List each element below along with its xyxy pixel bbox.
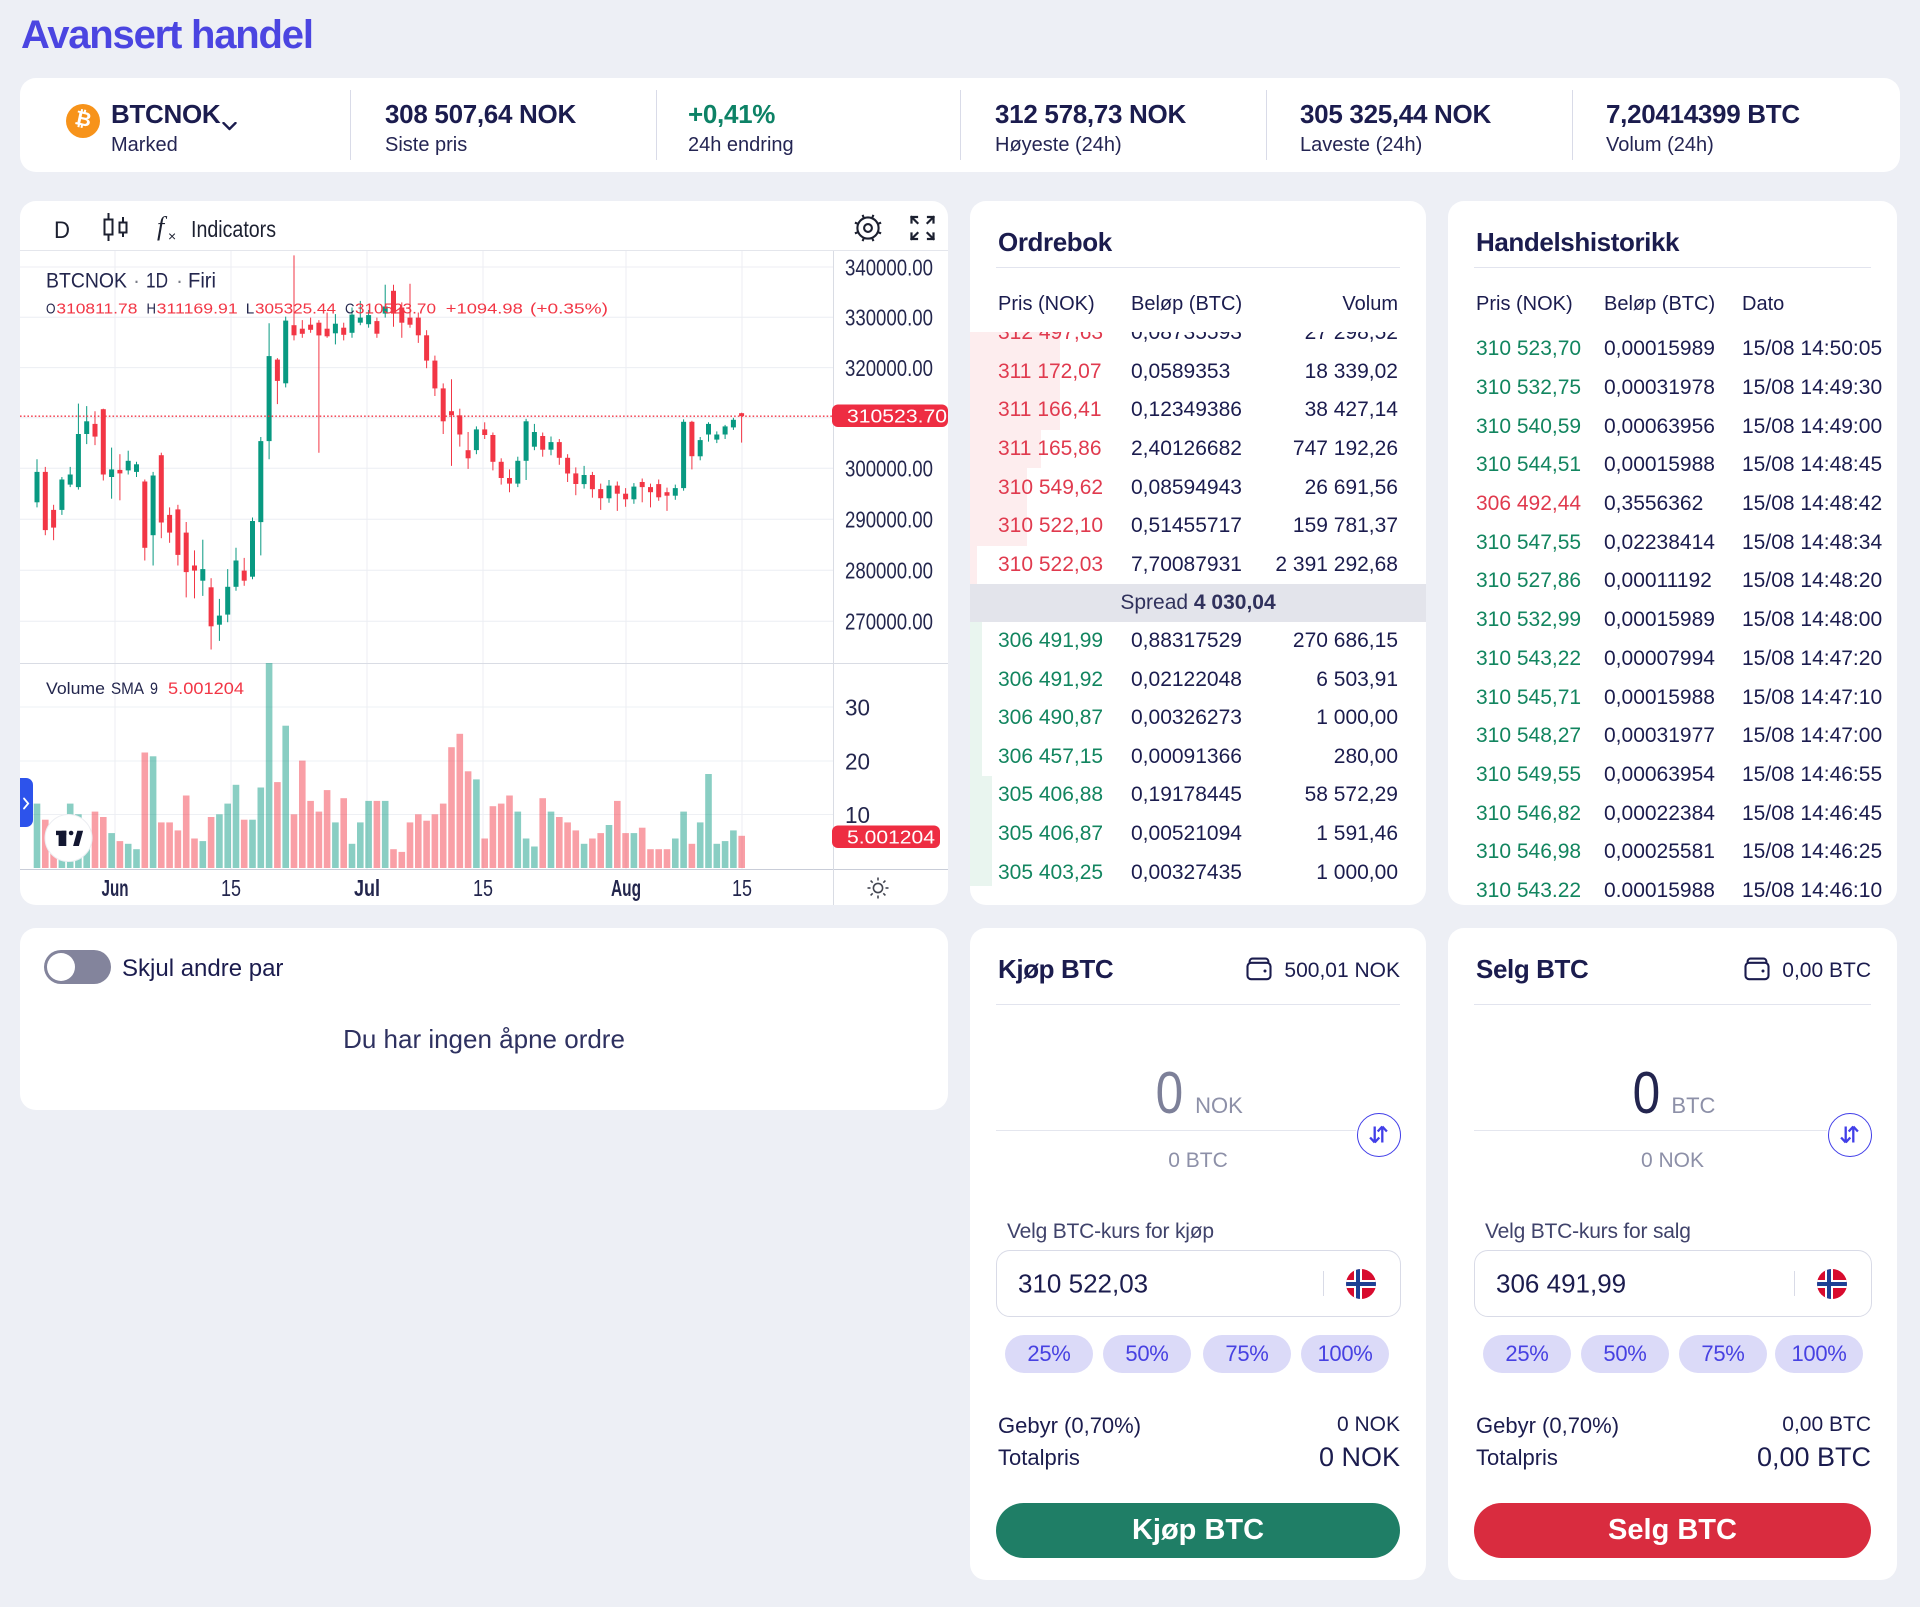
svg-text:305325.44: 305325.44 (255, 302, 336, 318)
svg-text:1D: 1D (146, 270, 168, 293)
svg-text:300000.00: 300000.00 (845, 456, 933, 482)
svg-text:15: 15 (732, 875, 752, 901)
svg-text:Jun: Jun (102, 875, 129, 901)
svg-text:290000.00: 290000.00 (845, 507, 933, 533)
svg-text:280000.00: 280000.00 (845, 558, 933, 584)
svg-text:320000.00: 320000.00 (845, 355, 933, 381)
svg-text:340000.00: 340000.00 (845, 255, 933, 281)
svg-text:20: 20 (845, 749, 870, 775)
svg-text:310811.78: 310811.78 (56, 302, 137, 318)
svg-text:O: O (46, 302, 56, 318)
svg-text:Indicators: Indicators (191, 216, 276, 242)
svg-text:5.001204: 5.001204 (168, 679, 244, 698)
svg-text:L: L (246, 302, 255, 318)
svg-text:·: · (133, 270, 140, 293)
svg-text:SMA: SMA (111, 679, 145, 698)
svg-text:Aug: Aug (611, 875, 641, 901)
svg-text:15: 15 (221, 875, 241, 901)
svg-text:Firi: Firi (188, 270, 216, 293)
svg-text:H: H (147, 302, 157, 318)
svg-text:×: × (168, 228, 176, 244)
svg-text:(+0.35%): (+0.35%) (530, 302, 608, 318)
svg-text:270000.00: 270000.00 (845, 609, 933, 635)
svg-text:9: 9 (150, 679, 158, 698)
svg-text:310523.70: 310523.70 (355, 302, 436, 318)
svg-text:15: 15 (473, 875, 493, 901)
svg-text:Jul: Jul (354, 875, 380, 901)
svg-text:D: D (54, 217, 70, 244)
svg-text:310523.70: 310523.70 (847, 407, 947, 427)
svg-text:f: f (157, 212, 168, 241)
svg-text:·: · (176, 270, 183, 293)
svg-text:Volume: Volume (46, 679, 105, 698)
svg-text:BTCNOK: BTCNOK (46, 270, 127, 293)
svg-text:C: C (345, 302, 355, 318)
svg-text:10: 10 (845, 802, 870, 828)
svg-text:+1094.98: +1094.98 (446, 302, 523, 318)
svg-text:30: 30 (845, 695, 870, 721)
svg-text:5.001204: 5.001204 (847, 828, 935, 848)
svg-text:330000.00: 330000.00 (845, 305, 933, 331)
svg-text:311169.91: 311169.91 (157, 302, 238, 318)
